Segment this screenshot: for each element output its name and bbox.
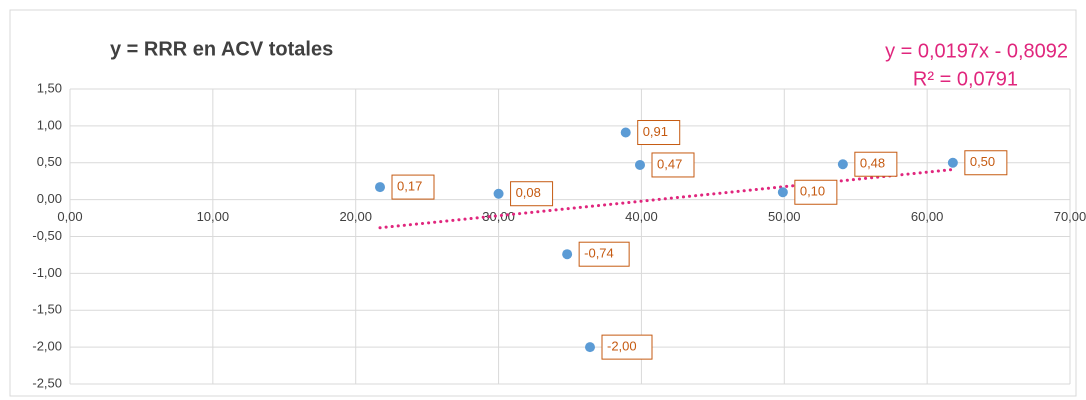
x-tick-label: 70,00 — [1054, 209, 1086, 224]
data-label-box — [637, 120, 681, 146]
point — [620, 127, 631, 138]
point — [777, 187, 788, 198]
y-tick-label: 0,50 — [37, 154, 62, 169]
data-label-box — [601, 334, 653, 360]
x-tick-label: 60,00 — [911, 209, 944, 224]
data-label: 0,08 — [516, 185, 541, 200]
y-tick-label: 1,00 — [37, 117, 62, 132]
point — [635, 159, 645, 170]
data-label-box — [794, 179, 838, 205]
data-label: -0,74 — [584, 246, 614, 261]
data-label: 0,50 — [970, 154, 995, 169]
x-tick-label: 0,00 — [57, 209, 82, 224]
x-tick-label: 30,00 — [482, 209, 515, 224]
y-tick-label: -1,00 — [32, 265, 62, 280]
point — [375, 182, 385, 193]
data-label: 0,17 — [397, 179, 422, 194]
data-label: 0,91 — [643, 124, 668, 139]
y-tick-label: -1,50 — [32, 302, 62, 317]
data-label-box — [391, 174, 435, 200]
data-label-box — [651, 152, 695, 178]
data-label: 0,47 — [657, 156, 682, 171]
data-label: 0,10 — [800, 184, 825, 199]
point — [493, 188, 504, 199]
data-label-box — [578, 241, 630, 267]
point — [837, 159, 848, 170]
point — [562, 249, 573, 260]
x-tick-label: 40,00 — [625, 209, 658, 224]
point — [585, 342, 595, 353]
data-label: -2,00 — [607, 339, 637, 354]
data-label-box — [964, 150, 1008, 176]
y-tick-label: -2,50 — [32, 375, 62, 390]
data-label-box — [510, 181, 554, 207]
data-label: 0,48 — [860, 156, 885, 171]
chart-title: y = RRR en ACV totales — [110, 38, 333, 60]
x-tick-label: 50,00 — [768, 209, 801, 224]
y-tick-label: -0,50 — [32, 228, 62, 243]
point — [947, 157, 958, 168]
x-tick-label: 10,00 — [197, 209, 230, 224]
trendline-equation: y = 0,0197x - 0,8092 — [885, 40, 1068, 62]
trendline-r2: R² = 0,0791 — [913, 68, 1018, 90]
y-tick-label: 0,00 — [37, 191, 62, 206]
data-label-box — [854, 151, 898, 177]
trendline — [378, 168, 955, 230]
y-tick-label: -2,00 — [32, 339, 62, 354]
y-tick-label: 1,50 — [37, 80, 62, 95]
x-tick-label: 20,00 — [339, 209, 372, 224]
